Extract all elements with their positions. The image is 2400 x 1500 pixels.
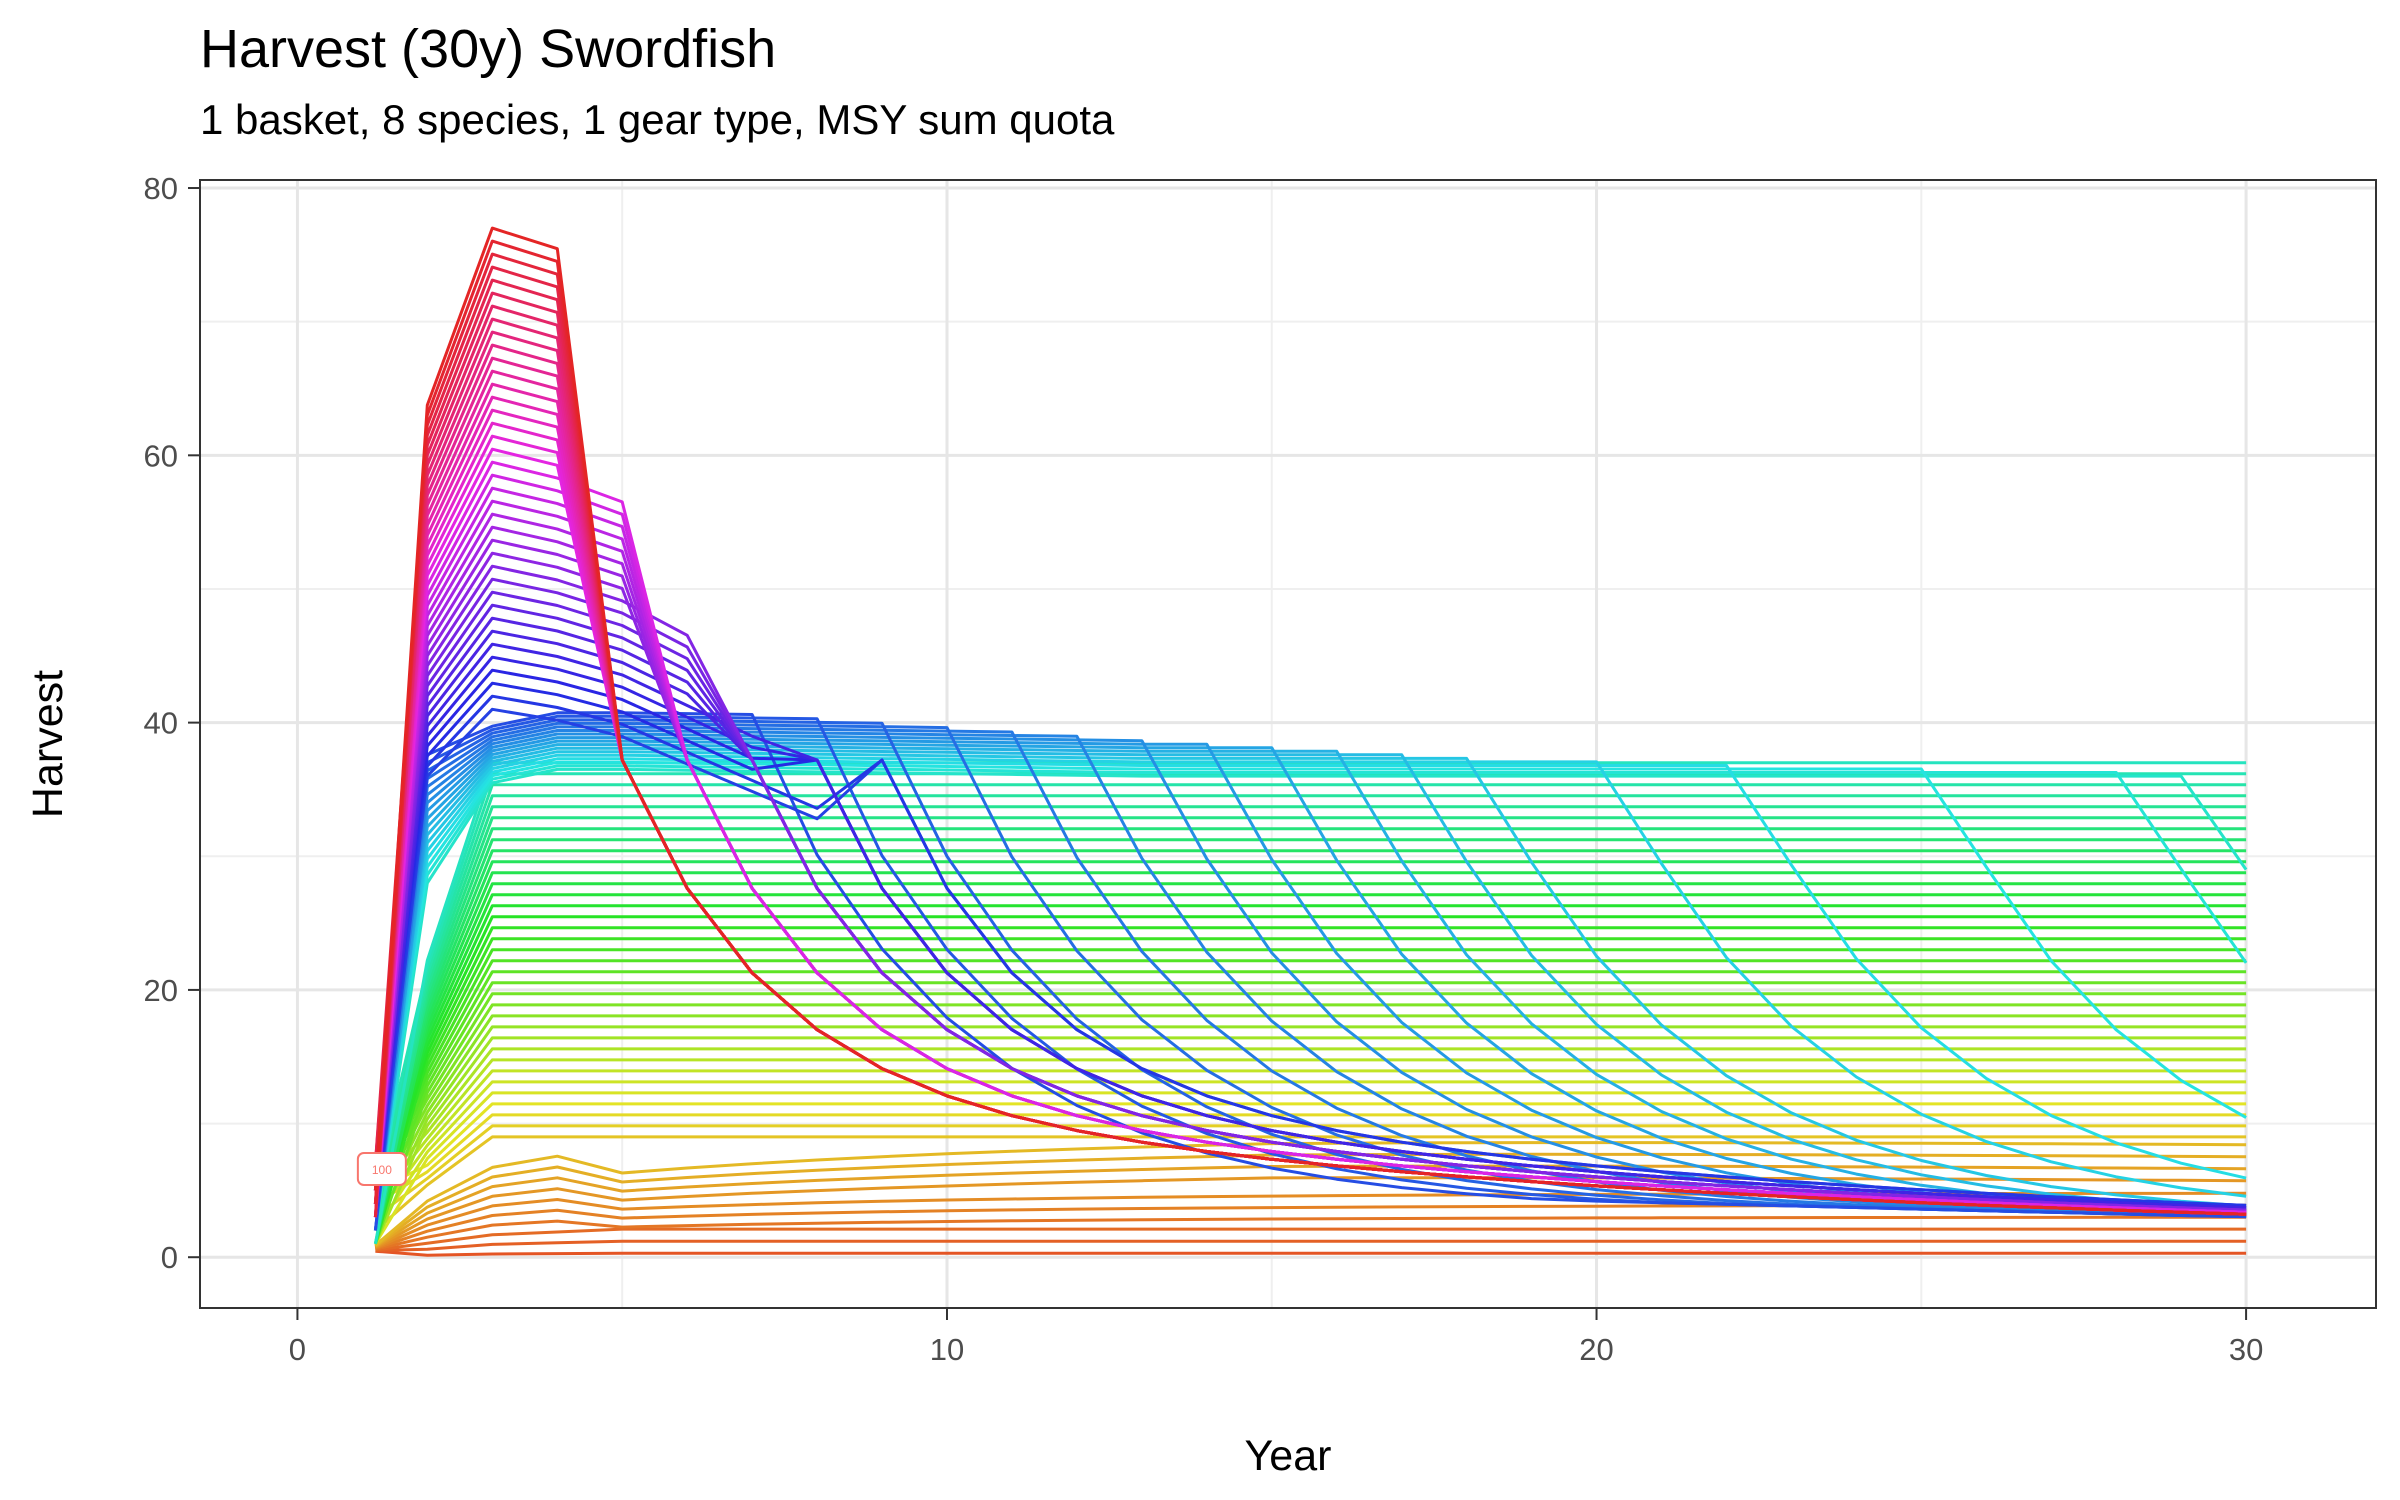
y-tick-label: 0	[161, 1240, 178, 1275]
series-line	[373, 694, 2247, 1207]
series-label: 100	[356, 1152, 407, 1187]
series-line	[375, 1239, 2247, 1252]
series-line	[373, 959, 2247, 1218]
series-line	[373, 767, 2248, 1231]
x-tick-label: 30	[2229, 1332, 2263, 1367]
series-line	[374, 1176, 2247, 1249]
series-line	[373, 827, 2247, 1191]
series-line	[373, 915, 2247, 1231]
series-line	[374, 1069, 2247, 1218]
series-line	[374, 1080, 2247, 1232]
series-line	[373, 743, 2247, 1213]
y-axis-title: Harvest	[24, 670, 72, 818]
series-lines	[373, 226, 2248, 1257]
chart-title: Harvest (30y) Swordfish	[200, 19, 777, 79]
series-line	[373, 794, 2247, 1218]
x-tick-label: 0	[289, 1332, 306, 1367]
series-line	[374, 1025, 2247, 1232]
plot-panel-border	[199, 179, 2377, 1309]
series-line	[373, 760, 2247, 1205]
series-line	[373, 816, 2247, 1245]
x-tick-label: 10	[930, 1332, 964, 1367]
series-line	[373, 893, 2247, 1205]
series-line	[374, 1124, 2247, 1219]
series-line	[375, 1215, 2247, 1251]
series-line	[373, 603, 2247, 1212]
chart-subtitle: 1 basket, 8 species, 1 gear type, MSY su…	[200, 96, 1115, 143]
series-line	[373, 226, 2247, 1216]
x-axis-title: Year	[1245, 1432, 1332, 1480]
axis-ticks	[188, 187, 2248, 1320]
series-line	[373, 871, 2247, 1245]
series-line	[374, 937, 2247, 1191]
series-line	[373, 970, 2247, 1232]
x-tick-label: 20	[1579, 1332, 1613, 1367]
series-line	[374, 1047, 2247, 1192]
y-tick-label: 60	[144, 438, 178, 473]
series-line	[373, 750, 2247, 1218]
series-line	[374, 1164, 2247, 1248]
series-line	[373, 981, 2247, 1245]
series-label-text: 100	[372, 1163, 392, 1177]
series-line	[374, 1102, 2247, 1192]
y-tick-label: 40	[144, 706, 178, 741]
series-line	[373, 460, 2247, 1214]
series-line	[373, 764, 2248, 1218]
series-line	[374, 948, 2247, 1205]
series-line	[373, 473, 2247, 1214]
tick-labels: 0 10 20 30 0 20 40 60 80	[144, 171, 2264, 1367]
series-line	[373, 753, 2247, 1231]
series-line	[374, 1058, 2247, 1205]
series-line	[373, 926, 2247, 1245]
series-line	[374, 1003, 2247, 1205]
series-line	[373, 564, 2247, 1212]
series-line	[374, 1113, 2247, 1206]
series-line	[373, 714, 2247, 1219]
series-line	[373, 343, 2247, 1216]
series-line	[373, 369, 2247, 1216]
series-line	[373, 642, 2247, 1218]
series-label-box	[356, 1152, 407, 1187]
series-line	[373, 838, 2247, 1205]
y-tick-label: 80	[144, 171, 178, 206]
series-line	[374, 1036, 2247, 1245]
y-tick-label: 20	[144, 973, 178, 1008]
series-line	[373, 860, 2247, 1231]
series-line	[374, 992, 2247, 1192]
series-line	[373, 882, 2247, 1191]
series-line	[374, 1014, 2247, 1218]
series-line	[373, 849, 2247, 1218]
series-line	[373, 356, 2247, 1216]
series-line	[375, 1249, 2247, 1257]
series-line	[373, 590, 2247, 1212]
series-line	[374, 1091, 2247, 1245]
series-line	[375, 1227, 2247, 1252]
